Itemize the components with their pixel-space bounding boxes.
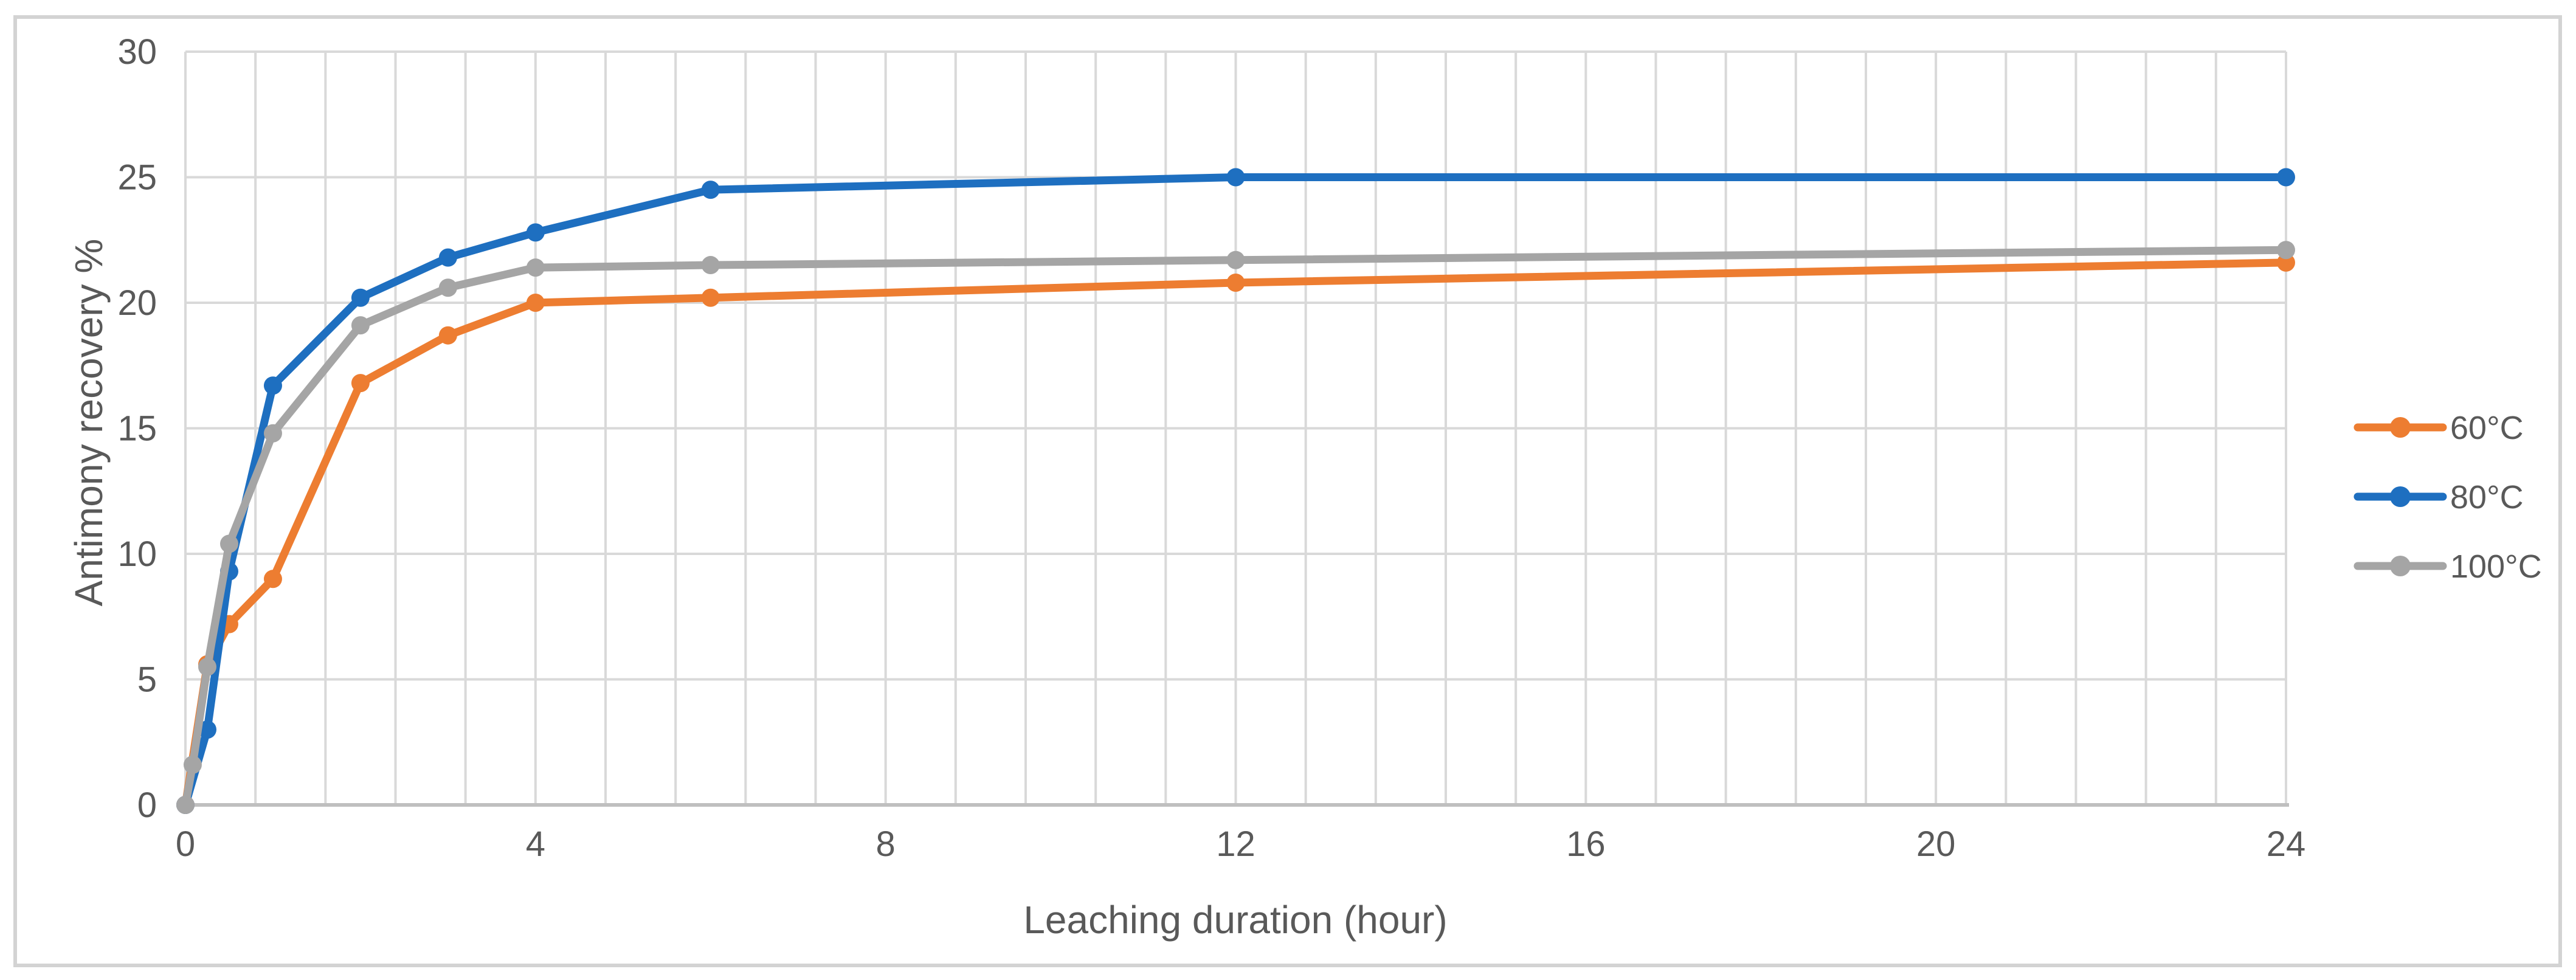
legend-item: 60°C	[2353, 410, 2524, 446]
y-tick-label: 10	[117, 534, 157, 574]
y-tick-label: 5	[137, 660, 157, 700]
tick-labels: 0 4 8 12 16 20 24 0 5 10 15 20 25 30	[117, 32, 2305, 864]
x-tick-label: 12	[1216, 824, 1255, 864]
data-point-marker	[438, 278, 457, 297]
data-point-marker	[438, 326, 457, 345]
data-point-marker	[2277, 253, 2295, 272]
legend-marker-dot	[2390, 417, 2411, 438]
legend-label: 100°C	[2450, 548, 2542, 585]
legend-marker-dot	[2390, 486, 2411, 507]
x-tick-label: 0	[176, 824, 195, 864]
x-axis-title: Leaching duration (hour)	[1023, 898, 1447, 942]
legend: 60°C 80°C 100°C	[2353, 410, 2542, 585]
data-point-marker	[183, 755, 202, 774]
series-line	[181, 173, 2290, 809]
data-point-marker	[219, 534, 238, 553]
x-tick-label: 16	[1566, 824, 1606, 864]
data-point-marker	[701, 181, 720, 199]
data-point-marker	[351, 374, 370, 393]
data-point-marker	[701, 288, 720, 307]
data-series	[176, 168, 2295, 814]
y-tick-label: 20	[117, 283, 157, 323]
y-tick-label: 25	[117, 158, 157, 198]
data-point-marker	[263, 424, 282, 443]
x-tick-label: 24	[2267, 824, 2306, 864]
data-point-marker	[198, 720, 216, 739]
figure-border	[13, 15, 2562, 967]
series-100C	[176, 241, 2295, 814]
data-point-marker	[1226, 168, 1245, 187]
legend-item: 100°C	[2353, 548, 2542, 585]
x-tick-label: 8	[876, 824, 896, 864]
data-point-marker	[526, 223, 545, 242]
data-point-marker	[2277, 241, 2295, 260]
legend-label: 80°C	[2450, 479, 2524, 516]
legend-label: 60°C	[2450, 410, 2524, 446]
data-point-marker	[526, 294, 545, 312]
data-point-marker	[351, 316, 370, 335]
x-tick-label: 4	[526, 824, 545, 864]
gridlines	[185, 50, 2287, 805]
legend-marker-dot	[2390, 556, 2411, 576]
y-tick-label: 0	[137, 785, 157, 825]
axes	[184, 52, 2289, 807]
data-point-marker	[438, 248, 457, 267]
data-point-marker	[263, 376, 282, 395]
data-point-marker	[1226, 273, 1245, 292]
data-point-marker	[526, 258, 545, 277]
data-point-marker	[351, 288, 370, 307]
y-tick-label: 30	[117, 32, 157, 72]
data-point-marker	[701, 256, 720, 275]
data-point-marker	[263, 570, 282, 588]
legend-item: 80°C	[2353, 479, 2524, 516]
y-tick-label: 15	[117, 409, 157, 449]
x-tick-label: 20	[1916, 824, 1956, 864]
data-point-marker	[2277, 168, 2295, 187]
data-point-marker	[1226, 250, 1245, 269]
data-point-marker	[176, 796, 195, 814]
y-axis-title: Antimony recovery %	[67, 239, 111, 607]
data-point-marker	[198, 657, 216, 676]
